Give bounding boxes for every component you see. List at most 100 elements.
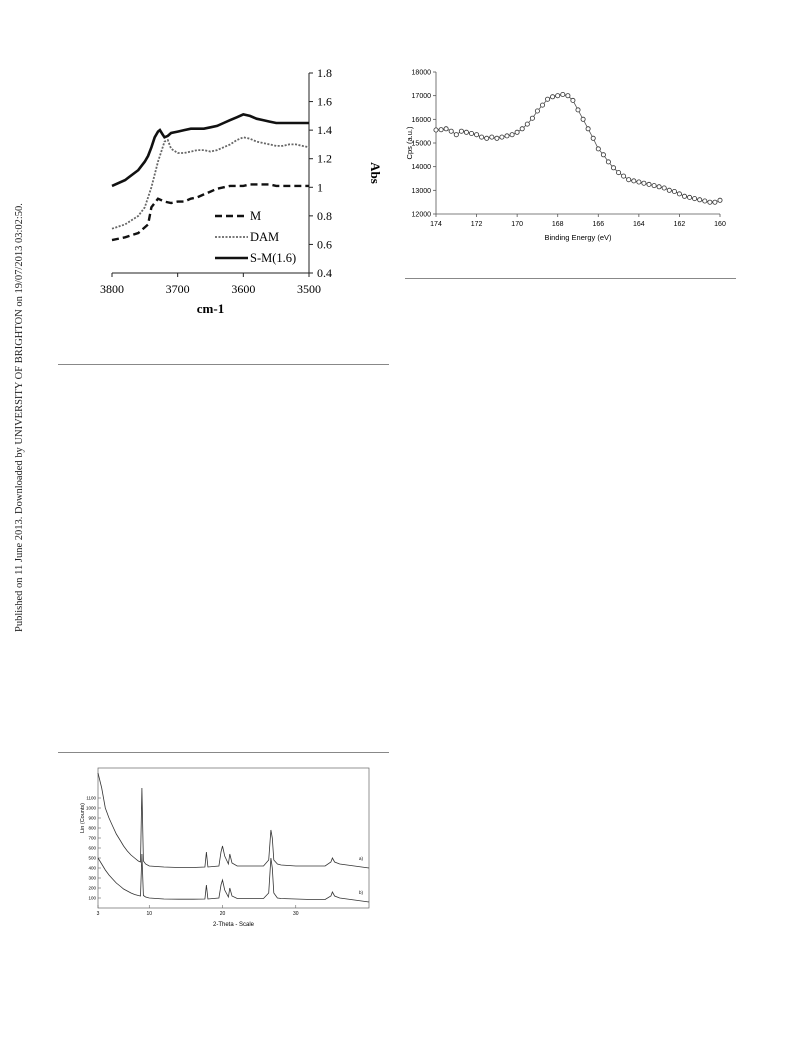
data-point-marker <box>681 193 687 199</box>
series-label-b: b) <box>359 890 364 895</box>
data-point-marker <box>656 184 662 190</box>
data-point-marker <box>499 134 505 140</box>
x-tick-label: 3800 <box>100 282 124 296</box>
data-point-marker <box>463 129 469 135</box>
data-point-marker <box>692 196 698 202</box>
x-tick-label: 3 <box>97 911 100 917</box>
xrd-chart-axes: 100 200 300 400 500 600 700 800 900 1000 1100 3 10 20… <box>80 767 370 928</box>
y-axis-title: Lin (Counts) <box>80 803 86 833</box>
data-point-marker <box>666 187 672 193</box>
y-tick-label: 700 <box>88 836 96 841</box>
data-point-marker <box>555 93 561 99</box>
xrd-chart-series: a) b) <box>97 772 370 903</box>
data-point-marker <box>697 197 703 203</box>
series-line-m <box>111 183 309 242</box>
data-point-marker <box>504 133 510 139</box>
download-notice-text: Published on 11 June 2013. Downloaded by… <box>14 203 25 632</box>
x-tick-label: 10 <box>146 911 152 917</box>
y-axis-title: Abs <box>368 162 383 184</box>
y-tick-label: 17000 <box>412 93 432 100</box>
xrd-pattern-chart: 100 200 300 400 500 600 700 800 900 1000 1100 3 10 20… <box>80 767 370 928</box>
y-tick-label: 15000 <box>412 141 432 148</box>
divider-rule-2 <box>405 278 736 279</box>
y-tick-label: 16000 <box>412 117 432 124</box>
series-line-sm16 <box>111 113 309 188</box>
y-tick-label: 100 <box>88 896 96 901</box>
y-tick-label: 12000 <box>412 212 432 219</box>
plot-frame <box>97 767 370 909</box>
data-point-marker <box>610 165 616 171</box>
y-tick-label: 0.8 <box>317 209 332 223</box>
data-point-marker <box>458 128 464 134</box>
data-point-marker <box>534 108 540 114</box>
x-axis-title: Binding Energy (eV) <box>544 233 612 242</box>
x-tick-label: 3700 <box>166 282 190 296</box>
x-tick-label: 3600 <box>231 282 255 296</box>
xps-spectrum-chart: 12000 13000 14000 15000 16000 17000 18000 174 17… <box>405 70 726 243</box>
data-point-marker <box>585 126 591 132</box>
data-point-marker <box>580 116 586 122</box>
data-point-marker <box>438 127 444 133</box>
xps-chart-series <box>433 91 723 205</box>
data-point-marker <box>524 121 530 127</box>
data-point-marker <box>433 127 439 133</box>
ir-chart-axes: 3800 3700 3600 3500 0.4 0.6 0.8 1 1.2 1.4 1.6 1.8 cm… <box>100 66 383 316</box>
data-point-marker <box>545 96 551 102</box>
data-point-marker <box>570 97 576 103</box>
x-axis-title: cm-1 <box>197 301 224 316</box>
x-tick-label: 170 <box>511 221 523 228</box>
data-point-marker <box>565 93 571 99</box>
data-point-marker <box>671 189 677 195</box>
y-tick-label: 400 <box>88 866 96 871</box>
data-point-marker <box>494 135 500 141</box>
x-tick-label: 3500 <box>297 282 321 296</box>
x-axis-title: 2-Theta - Scale <box>213 922 255 928</box>
data-point-marker <box>631 178 637 184</box>
data-point-marker <box>474 132 480 138</box>
x-tick-label: 174 <box>430 221 442 228</box>
x-tick-label: 30 <box>293 911 299 917</box>
data-point-marker <box>636 179 642 185</box>
download-notice-sidebar: Published on 11 June 2013. Downloaded by… <box>6 0 25 1039</box>
x-tick-label: 162 <box>674 221 686 228</box>
xrd-trace-a <box>97 772 370 869</box>
data-point-marker <box>550 94 556 100</box>
data-point-marker <box>626 177 632 183</box>
data-point-marker <box>509 132 515 138</box>
y-axis-title: Cps (a.u.) <box>405 126 414 159</box>
ir-chart-legend: M DAM S-M(1.6) <box>215 209 296 265</box>
data-point-marker <box>600 152 606 158</box>
x-tick-label: 172 <box>471 221 483 228</box>
y-tick-label: 14000 <box>412 164 432 171</box>
data-point-marker <box>712 199 718 205</box>
y-tick-label: 13000 <box>412 188 432 195</box>
data-point-marker <box>489 134 495 140</box>
legend-label: DAM <box>250 230 279 244</box>
data-point-marker <box>479 134 485 140</box>
data-point-marker <box>646 181 652 187</box>
data-point-marker <box>575 107 581 113</box>
xps-chart-axes: 12000 13000 14000 15000 16000 17000 18000 174 17… <box>405 70 726 243</box>
x-tick-label: 168 <box>552 221 564 228</box>
data-point-marker <box>702 198 708 204</box>
data-point-marker <box>707 199 713 205</box>
legend-label: S-M(1.6) <box>250 251 296 265</box>
data-point-marker <box>539 102 545 108</box>
data-point-marker <box>616 170 622 176</box>
x-tick-label: 166 <box>592 221 604 228</box>
y-tick-label: 1.4 <box>317 123 332 137</box>
data-point-marker <box>529 115 535 121</box>
y-tick-label: 1000 <box>86 806 97 811</box>
ir-chart-series <box>111 113 310 242</box>
data-point-marker <box>514 129 520 135</box>
y-tick-label: 600 <box>88 846 96 851</box>
y-tick-label: 1 <box>317 180 323 194</box>
data-point-marker <box>687 194 693 200</box>
data-point-marker <box>443 126 449 132</box>
data-point-marker <box>484 135 490 141</box>
ir-absorbance-chart: 3800 3700 3600 3500 0.4 0.6 0.8 1 1.2 1.4 1.6 1.8 cm… <box>100 66 383 316</box>
data-point-marker <box>448 128 454 134</box>
series-line-dam <box>111 136 310 230</box>
data-point-marker <box>661 185 667 191</box>
y-tick-label: 1.2 <box>317 152 332 166</box>
